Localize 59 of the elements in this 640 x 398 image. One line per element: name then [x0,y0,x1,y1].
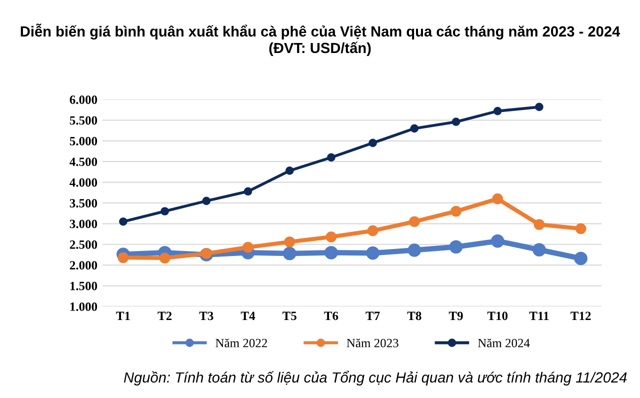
x-tick-label: T4 [240,312,256,320]
point [244,187,252,196]
y-tick-label: 4.500 [70,158,98,166]
y-tick-label: 1.000 [70,302,98,311]
point [119,217,128,226]
y-tick-label: 2.500 [70,240,98,249]
point [452,118,460,126]
y-tick-label: 1.500 [70,282,98,290]
point [160,207,169,216]
y-tick-label: 6.000 [70,96,98,104]
x-tick-label: T3 [199,312,214,320]
point [368,138,377,148]
x-tick-label: T11 [529,312,549,320]
point [282,246,296,260]
point [242,242,254,253]
point [159,252,170,264]
point [202,196,211,206]
legend-label: Năm 2023 [346,338,398,348]
point [410,124,419,133]
x-tick-label: T6 [324,312,338,320]
y-tick-label: 4.000 [70,178,98,187]
point [327,153,336,162]
point [492,193,504,204]
x-tick-label: T10 [487,312,508,320]
point [535,102,544,112]
point [324,246,338,260]
x-tick-label: T1 [116,312,130,320]
point [284,236,296,248]
x-tick-label: T12 [570,312,591,320]
point [575,223,586,234]
point [118,252,129,264]
y-tick-label: 3.500 [70,199,98,208]
point [534,219,545,230]
point [408,244,422,257]
y-tick-label: 2.000 [70,261,98,270]
x-tick-label: T2 [158,312,172,320]
point [493,106,502,116]
point [450,206,462,217]
text: Nguồn: Tính toán từ số liệu của Tổng cục Hải quan và ước tính tháng 11/2024 [124,370,627,386]
point [449,240,463,254]
legend-label: Năm 2022 [216,338,267,348]
point [326,232,337,242]
chart-title: Diễn biến giá bình quân xuất khẩu cà phê của Việt Nam qua các tháng năm 2023 - 2024 (ĐVT: USD/tấn) [20,24,620,56]
x-tick-label: T9 [448,312,463,320]
x-tick-label: T8 [407,312,422,320]
y-tick-label: 5.000 [70,136,98,146]
point [490,234,504,248]
point [200,248,212,259]
x-tick-label: T7 [366,312,380,320]
point [285,166,294,175]
legend-label: Năm 2024 [478,338,530,348]
point [574,252,588,266]
y-tick-label: 3.000 [70,220,98,228]
point [408,216,420,228]
y-tick-label: 5.500 [70,116,98,125]
point [532,243,546,256]
point [367,225,378,236]
point [366,246,380,260]
x-tick-label: T5 [282,312,296,320]
